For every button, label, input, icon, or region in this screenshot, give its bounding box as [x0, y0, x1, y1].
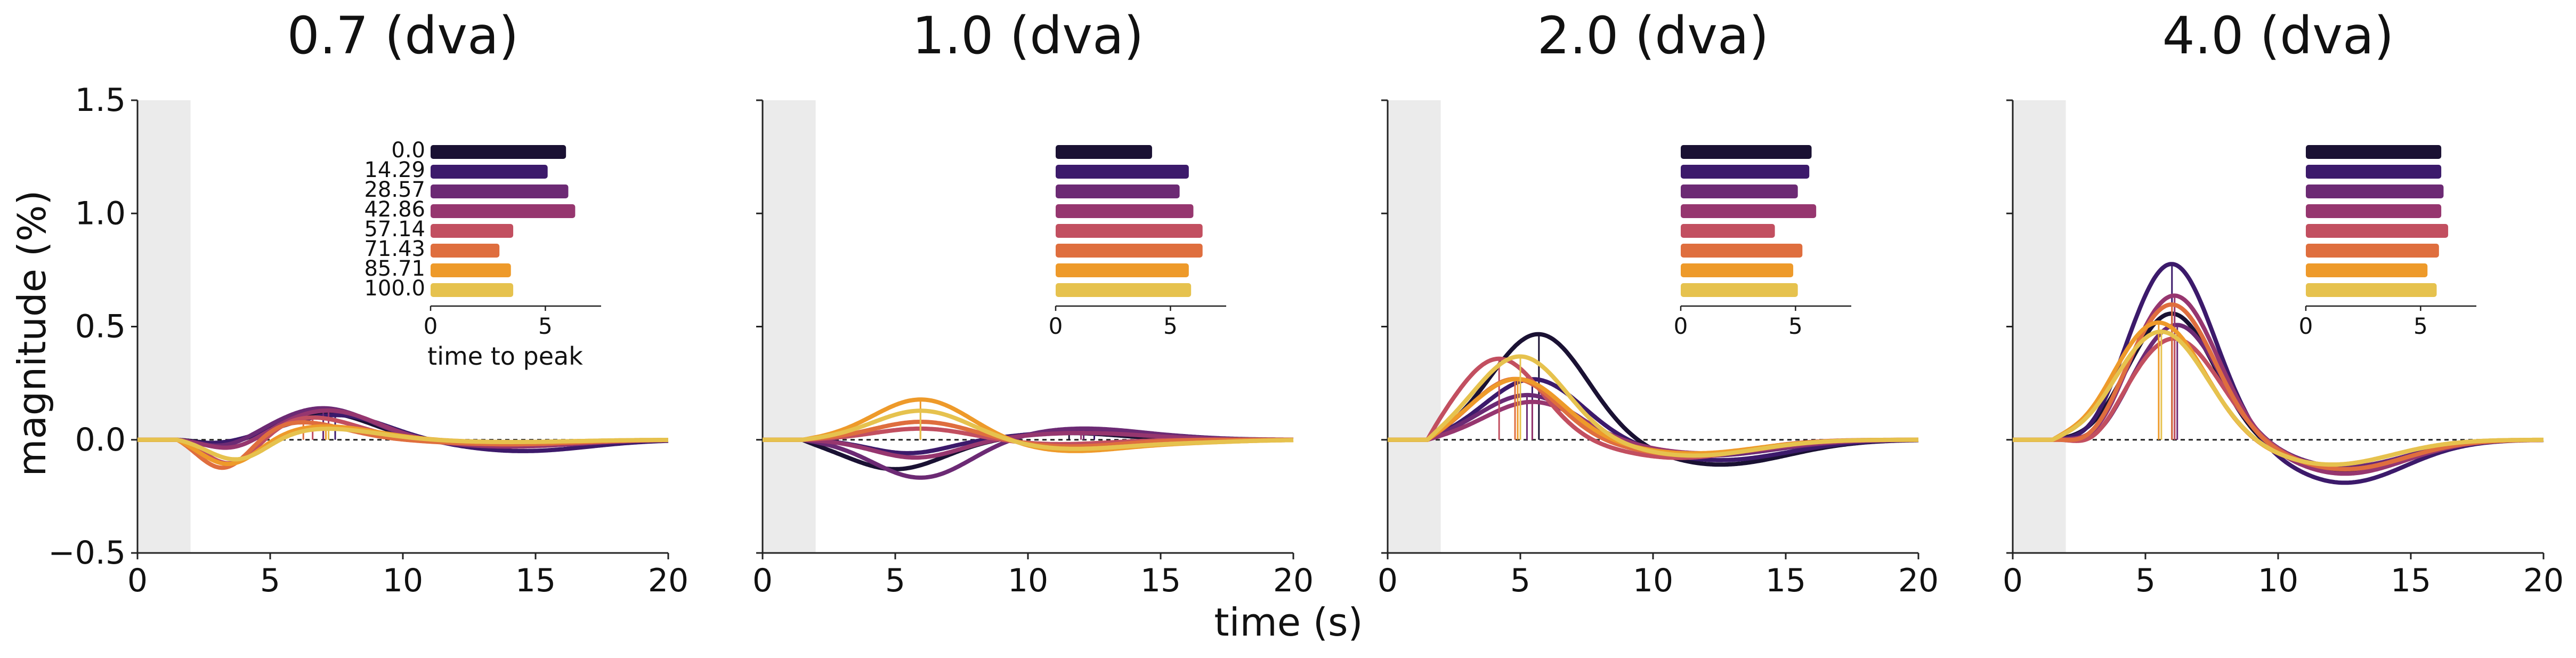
inset-bar-85.71 [2306, 263, 2428, 277]
y-tick-label: 1.0 [75, 195, 126, 232]
y-tick-label: 0.5 [75, 308, 126, 346]
inset-bar-0.0 [2306, 145, 2442, 159]
inset-bar-14.29 [2306, 165, 2442, 179]
inset-tick-label: 5 [2413, 313, 2428, 339]
inset-category-label: 28.57 [364, 178, 425, 202]
stimulus-window-shade-3 [2013, 100, 2066, 553]
inset-tick-label: 5 [538, 313, 553, 339]
shared-xlabel: time (s) [1214, 600, 1363, 645]
inset-tick-label: 5 [1788, 313, 1803, 339]
series-line-100.0 [1387, 354, 1919, 458]
inset-bar-100.0 [1056, 283, 1192, 297]
inset-bar-42.86 [2306, 204, 2442, 218]
inset-category-label: 100.0 [364, 276, 425, 301]
chart-panel-0: 0.7 (dva)0 5 10 15 20−0.50.00.51.01.50.014.2… [48, 6, 688, 599]
inset-bar-42.86 [431, 204, 576, 218]
series-line-100.0 [136, 427, 669, 462]
inset-bar-0.0 [1056, 145, 1152, 159]
inset-category-label: 42.86 [364, 197, 425, 222]
panel-title-2: 2.0 (dva) [1537, 6, 1769, 66]
x-tick-label: 15 [1765, 562, 1806, 599]
x-tick-label: 0 [127, 562, 148, 599]
inset-tick-label: 5 [1163, 313, 1178, 339]
inset-bar-14.29 [1056, 165, 1189, 179]
inset-bar-42.86 [1056, 204, 1194, 218]
x-tick-label: 20 [1273, 562, 1314, 599]
inset-bar-71.43 [431, 244, 500, 258]
inset-bar-0.0 [1681, 145, 1812, 159]
inset-bar-71.43 [1681, 244, 1803, 258]
panel-title-3: 4.0 (dva) [2162, 6, 2394, 66]
inset-bar-28.57 [431, 184, 569, 198]
x-tick-label: 5 [885, 562, 905, 599]
chart-panel-3: 4.0 (dva)0 5 10 15 200 5 [2003, 6, 2564, 599]
inset-bar-14.29 [1681, 165, 1810, 179]
x-tick-label: 5 [260, 562, 280, 599]
inset-bar-71.43 [1056, 244, 1203, 258]
y-tick-label: −0.5 [48, 534, 126, 572]
inset-bar-57.14 [1056, 224, 1203, 238]
x-tick-label: 10 [2258, 562, 2298, 599]
x-tick-label: 10 [1633, 562, 1673, 599]
y-tick-label: 0.0 [75, 421, 126, 459]
inset-category-label: 85.71 [364, 256, 425, 281]
inset-bar-28.57 [1056, 184, 1180, 198]
panel-title-0: 0.7 (dva) [287, 6, 519, 66]
inset-bar-0.0 [431, 145, 566, 159]
chart-panel-1: 1.0 (dva)0 5 10 15 200 5 [752, 6, 1314, 599]
x-tick-label: 20 [2523, 562, 2564, 599]
inset-bar-28.57 [1681, 184, 1798, 198]
inset-bar-71.43 [2306, 244, 2439, 258]
x-tick-label: 20 [1898, 562, 1939, 599]
panel-title-1: 1.0 (dva) [912, 6, 1144, 66]
inset-tick-label: 0 [1049, 313, 1063, 339]
inset-bar-85.71 [431, 263, 511, 277]
x-tick-label: 10 [383, 562, 423, 599]
inset-tick-label: 0 [2299, 313, 2313, 339]
inset-bar-57.14 [1681, 224, 1775, 238]
x-tick-label: 5 [2135, 562, 2156, 599]
y-tick-label: 1.5 [75, 82, 126, 119]
series-line-100.0 [762, 408, 1294, 451]
inset-tick-label: 0 [424, 313, 438, 339]
inset-bar-85.71 [1056, 263, 1189, 277]
inset-category-label: 57.14 [364, 217, 425, 242]
inset-category-label: 14.29 [364, 158, 425, 182]
x-tick-label: 0 [2003, 562, 2023, 599]
inset-bar-42.86 [1681, 204, 1817, 218]
inset-bar-85.71 [1681, 263, 1794, 277]
inset-bar-57.14 [2306, 224, 2449, 238]
inset-bar-57.14 [431, 224, 514, 238]
stimulus-window-shade-0 [137, 100, 191, 553]
x-tick-label: 20 [648, 562, 688, 599]
chart-panel-2: 2.0 (dva)0 5 10 15 200 5 [1378, 6, 1939, 599]
series-line-100.0 [2012, 330, 2545, 467]
x-tick-label: 5 [1510, 562, 1530, 599]
series-line-71.43 [2012, 302, 2545, 471]
x-tick-label: 15 [515, 562, 556, 599]
x-tick-label: 15 [1140, 562, 1181, 599]
inset-xlabel: time to peak [427, 342, 583, 371]
x-tick-label: 10 [1008, 562, 1048, 599]
panels: 0.7 (dva)0 5 10 15 20−0.50.00.51.01.50.014.2… [48, 6, 2564, 599]
x-tick-label: 0 [1378, 562, 1398, 599]
x-tick-label: 15 [2391, 562, 2431, 599]
inset-tick-label: 0 [1674, 313, 1688, 339]
inset-bar-28.57 [2306, 184, 2444, 198]
stimulus-window-shade-2 [1388, 100, 1441, 553]
inset-bar-14.29 [431, 165, 548, 179]
inset-bar-100.0 [431, 283, 514, 297]
inset-category-label: 71.43 [364, 237, 425, 261]
inset-category-label: 0.0 [391, 138, 425, 163]
stimulus-window-shade-1 [763, 100, 816, 553]
inset-bar-100.0 [2306, 283, 2437, 297]
shared-ylabel: magnitude (%) [10, 190, 54, 477]
inset-bar-100.0 [1681, 283, 1798, 297]
x-tick-label: 0 [752, 562, 773, 599]
